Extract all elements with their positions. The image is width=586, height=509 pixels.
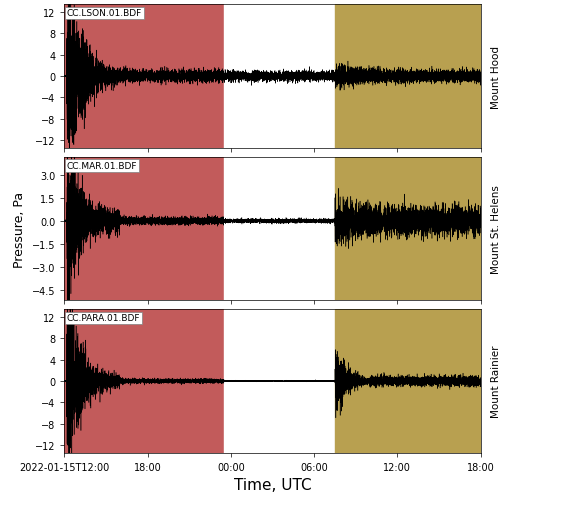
Text: CC.PARA.01.BDF: CC.PARA.01.BDF — [67, 314, 140, 323]
Y-axis label: Pressure, Pa: Pressure, Pa — [13, 191, 26, 267]
Text: CC.MAR.01.BDF: CC.MAR.01.BDF — [67, 161, 137, 171]
Text: CC.LSON.01.BDF: CC.LSON.01.BDF — [67, 9, 142, 18]
X-axis label: Time, UTC: Time, UTC — [234, 477, 311, 493]
Bar — [64, 157, 224, 301]
Bar — [335, 5, 481, 149]
Bar — [64, 309, 224, 453]
Bar — [64, 5, 224, 149]
Bar — [224, 157, 335, 301]
Text: Mount Hood: Mount Hood — [491, 45, 501, 108]
Bar — [335, 157, 481, 301]
Bar — [335, 309, 481, 453]
Text: Mount Rainier: Mount Rainier — [491, 345, 501, 417]
Bar — [224, 5, 335, 149]
Text: Mount St. Helens: Mount St. Helens — [491, 185, 501, 273]
Bar — [224, 309, 335, 453]
